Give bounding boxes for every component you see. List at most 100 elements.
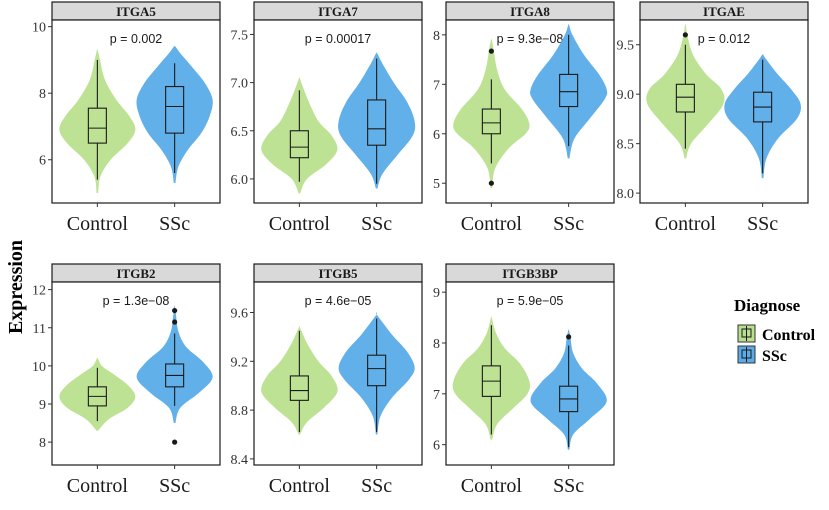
y-tick-label: 6.0 bbox=[231, 173, 249, 188]
y-tick-label: 7 bbox=[433, 388, 440, 403]
x-tick-label: SSc bbox=[553, 475, 584, 497]
panel-title: ITGB5 bbox=[318, 266, 358, 281]
x-tick-label: Control bbox=[461, 213, 523, 235]
y-tick-label: 7.5 bbox=[231, 28, 249, 43]
violin-control bbox=[261, 77, 338, 194]
legend: Diagnose Control SSc bbox=[734, 296, 816, 365]
y-tick-label: 6 bbox=[433, 128, 440, 143]
y-tick-label: 8.4 bbox=[231, 453, 249, 468]
panel-itga5: ITGA5 6 8 10 Control SSc p = 0.002 bbox=[32, 1, 221, 235]
box-ssc bbox=[165, 85, 185, 134]
p-value-label: p = 0.00017 bbox=[305, 32, 371, 46]
box-ssc bbox=[367, 99, 387, 146]
y-tick-label: 5 bbox=[433, 177, 440, 192]
y-tick-label: 9 bbox=[433, 286, 440, 301]
panel-frame bbox=[253, 19, 423, 204]
outlier-point bbox=[488, 180, 494, 186]
violin-control bbox=[453, 38, 530, 189]
y-tick-label: 8.8 bbox=[231, 404, 249, 419]
y-tick-label: 8 bbox=[39, 87, 46, 102]
legend-swatch-control-box bbox=[741, 328, 752, 338]
panel-itgb3bp: ITGB3BP 6 7 8 9 Control SSc p = 5.9e−05 bbox=[433, 263, 615, 497]
x-tick-label: Control bbox=[67, 475, 129, 497]
box-control bbox=[87, 107, 107, 144]
box-ssc bbox=[367, 354, 387, 387]
panel-title: ITGA8 bbox=[510, 4, 550, 19]
violin-ssc bbox=[136, 45, 213, 184]
y-tick-label: 9.2 bbox=[231, 355, 249, 370]
violin-ssc bbox=[338, 52, 416, 189]
p-value-label: p = 9.3e−08 bbox=[497, 32, 564, 46]
box-ssc bbox=[559, 73, 579, 108]
panel-title: ITGB3BP bbox=[502, 266, 558, 281]
y-tick-label: 12 bbox=[32, 284, 46, 299]
outlier-point bbox=[172, 307, 178, 314]
violin-ssc bbox=[724, 54, 801, 179]
x-tick-label: Control bbox=[67, 213, 129, 235]
y-tick-label: 8.5 bbox=[617, 138, 635, 153]
p-value-label: p = 4.6e−05 bbox=[305, 294, 372, 308]
y-tick-label: 11 bbox=[33, 322, 46, 337]
y-tick-label: 9.5 bbox=[617, 39, 635, 54]
y-tick-label: 6.5 bbox=[231, 125, 249, 140]
y-tick-label: 9.6 bbox=[231, 307, 249, 322]
x-tick-label: SSc bbox=[747, 213, 778, 235]
x-tick-label: SSc bbox=[159, 213, 190, 235]
outlier-point bbox=[172, 439, 178, 445]
y-tick-label: 8 bbox=[433, 337, 440, 352]
violin-ssc bbox=[530, 23, 608, 159]
box-control bbox=[289, 375, 309, 401]
panel-itgae: ITGAE 8.0 8.5 9.0 9.5 Control SSc p = 0.012 bbox=[617, 1, 809, 235]
panel-itga8: ITGA8 5 6 7 8 Control SSc p = 9.3e−08 bbox=[433, 1, 615, 235]
y-tick-label: 10 bbox=[32, 360, 46, 375]
panel-itgb2: ITGB2 8 9 10 11 12 Control SSc p = 1.3e−08 bbox=[32, 263, 221, 497]
x-tick-label: Control bbox=[655, 213, 717, 235]
legend-label-ssc: SSc bbox=[762, 348, 787, 365]
outlier-point bbox=[172, 319, 178, 325]
x-tick-label: Control bbox=[269, 213, 331, 235]
y-tick-label: 7 bbox=[433, 78, 440, 93]
y-tick-label: 8 bbox=[39, 436, 46, 451]
y-axis-label: Expression bbox=[5, 240, 27, 334]
box-control bbox=[675, 83, 695, 113]
y-tick-label: 8.0 bbox=[617, 187, 635, 202]
violin-ssc bbox=[530, 329, 607, 450]
y-tick-label: 9 bbox=[39, 398, 46, 413]
violin-control bbox=[59, 48, 136, 194]
y-tick-label: 7.0 bbox=[231, 77, 249, 92]
panels-group: ITGA5 6 8 10 Control SSc p = 0.002 ITGA7 6.0 6.5 7… bbox=[32, 1, 809, 497]
y-tick-label: 10 bbox=[32, 21, 46, 36]
violin-control bbox=[646, 23, 725, 159]
violin-control bbox=[59, 357, 136, 431]
x-tick-label: SSc bbox=[553, 213, 584, 235]
x-tick-label: SSc bbox=[159, 475, 190, 497]
box-control bbox=[289, 130, 309, 159]
legend-swatch-ssc-box bbox=[741, 349, 752, 359]
panel-title: ITGA7 bbox=[318, 4, 358, 19]
violin-control bbox=[261, 325, 338, 435]
panel-title: ITGA5 bbox=[116, 4, 156, 19]
panel-itgb5: ITGB5 8.4 8.8 9.2 9.6 Control SSc p = 4.6e−05 bbox=[231, 263, 423, 497]
outlier-point bbox=[682, 32, 688, 38]
panel-title: ITGAE bbox=[703, 4, 745, 19]
y-tick-label: 6 bbox=[39, 154, 46, 169]
legend-label-control: Control bbox=[762, 327, 816, 344]
legend-title: Diagnose bbox=[734, 296, 801, 315]
panel-title: ITGB2 bbox=[116, 266, 155, 281]
y-tick-label: 8 bbox=[433, 29, 440, 44]
x-tick-label: SSc bbox=[361, 213, 392, 235]
violin-control bbox=[452, 315, 531, 440]
y-tick-label: 6 bbox=[433, 439, 440, 454]
x-tick-label: SSc bbox=[361, 475, 392, 497]
panel-itga7: ITGA7 6.0 6.5 7.0 7.5 Control SSc p = 0.00017 bbox=[231, 1, 423, 235]
x-tick-label: Control bbox=[461, 475, 523, 497]
outlier-point bbox=[488, 48, 494, 54]
p-value-label: p = 0.012 bbox=[698, 32, 751, 46]
x-tick-label: Control bbox=[269, 475, 331, 497]
outlier-point bbox=[566, 334, 572, 340]
y-tick-label: 9.0 bbox=[617, 88, 635, 103]
violin-ssc bbox=[338, 312, 415, 435]
p-value-label: p = 1.3e−08 bbox=[103, 294, 170, 308]
p-value-label: p = 0.002 bbox=[110, 32, 163, 46]
